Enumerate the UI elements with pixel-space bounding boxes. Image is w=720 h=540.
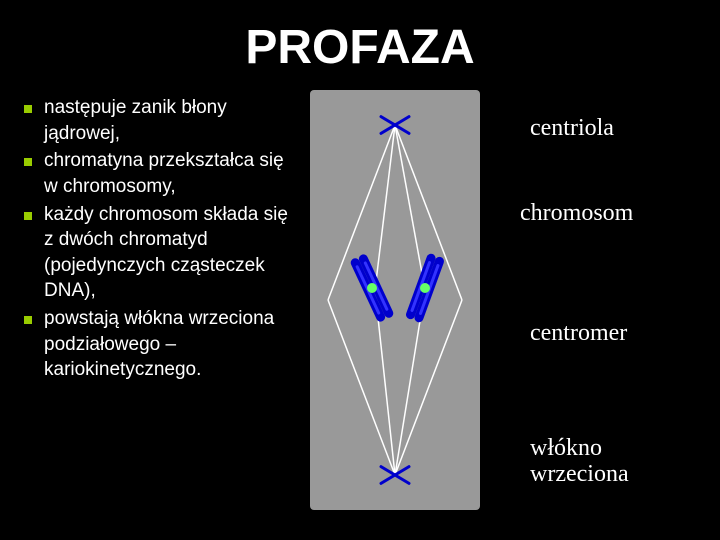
label-centriola: centriola (530, 115, 614, 142)
cell-diagram (310, 90, 480, 510)
labels-column: centriola chromosom centromer włóknowrze… (490, 95, 690, 510)
page-title: PROFAZA (0, 0, 720, 75)
list-item: następuje zanik błony jądrowej, (20, 95, 290, 146)
label-chromosom: chromosom (520, 200, 633, 227)
diagram-column (290, 95, 490, 510)
bullet-column: następuje zanik błony jądrowej, chromaty… (10, 95, 290, 510)
list-item: chromatyna przekształca się w chromosomy… (20, 148, 290, 199)
content-row: następuje zanik błony jądrowej, chromaty… (0, 75, 720, 510)
label-wlokno: włóknowrzeciona (530, 435, 629, 488)
list-item: każdy chromosom składa się z dwóch chrom… (20, 202, 290, 305)
list-item: powstają włókna wrzeciona podziałowego –… (20, 306, 290, 383)
bullet-list: następuje zanik błony jądrowej, chromaty… (20, 95, 290, 383)
cell-svg (310, 90, 480, 510)
label-centromer: centromer (530, 320, 627, 347)
